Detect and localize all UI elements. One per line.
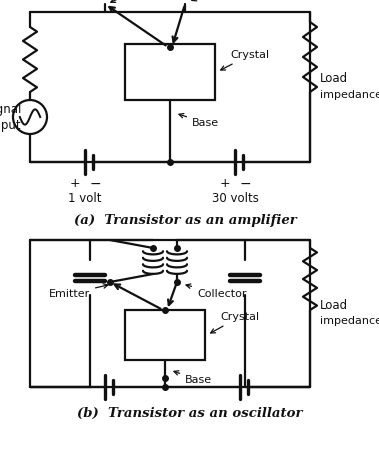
Text: 1 volt: 1 volt [68,192,102,205]
Text: Emitter: Emitter [111,0,166,2]
Text: +: + [70,177,80,190]
Text: Collector: Collector [186,284,246,299]
Text: −: − [89,177,101,191]
Text: (a)  Transistor as an amplifier: (a) Transistor as an amplifier [74,214,296,227]
Text: −: − [239,177,251,191]
Text: Load: Load [320,299,348,312]
Text: Crystal: Crystal [211,312,259,333]
Text: (b)  Transistor as an oscillator: (b) Transistor as an oscillator [77,407,303,420]
Text: Crystal: Crystal [221,50,269,70]
Text: Signal: Signal [0,103,22,116]
Text: +: + [220,177,230,190]
Text: Base: Base [174,371,212,385]
Bar [125,310,205,360]
Text: impedance: impedance [320,90,379,100]
Text: Emitter: Emitter [49,284,108,299]
Text: Base: Base [179,114,219,128]
Text: impedance: impedance [320,316,379,327]
Text: Collector: Collector [192,0,252,1]
Text: Load: Load [320,73,348,85]
Text: input: input [0,118,22,132]
Text: 30 volts: 30 volts [211,192,258,205]
Bar [125,44,215,100]
